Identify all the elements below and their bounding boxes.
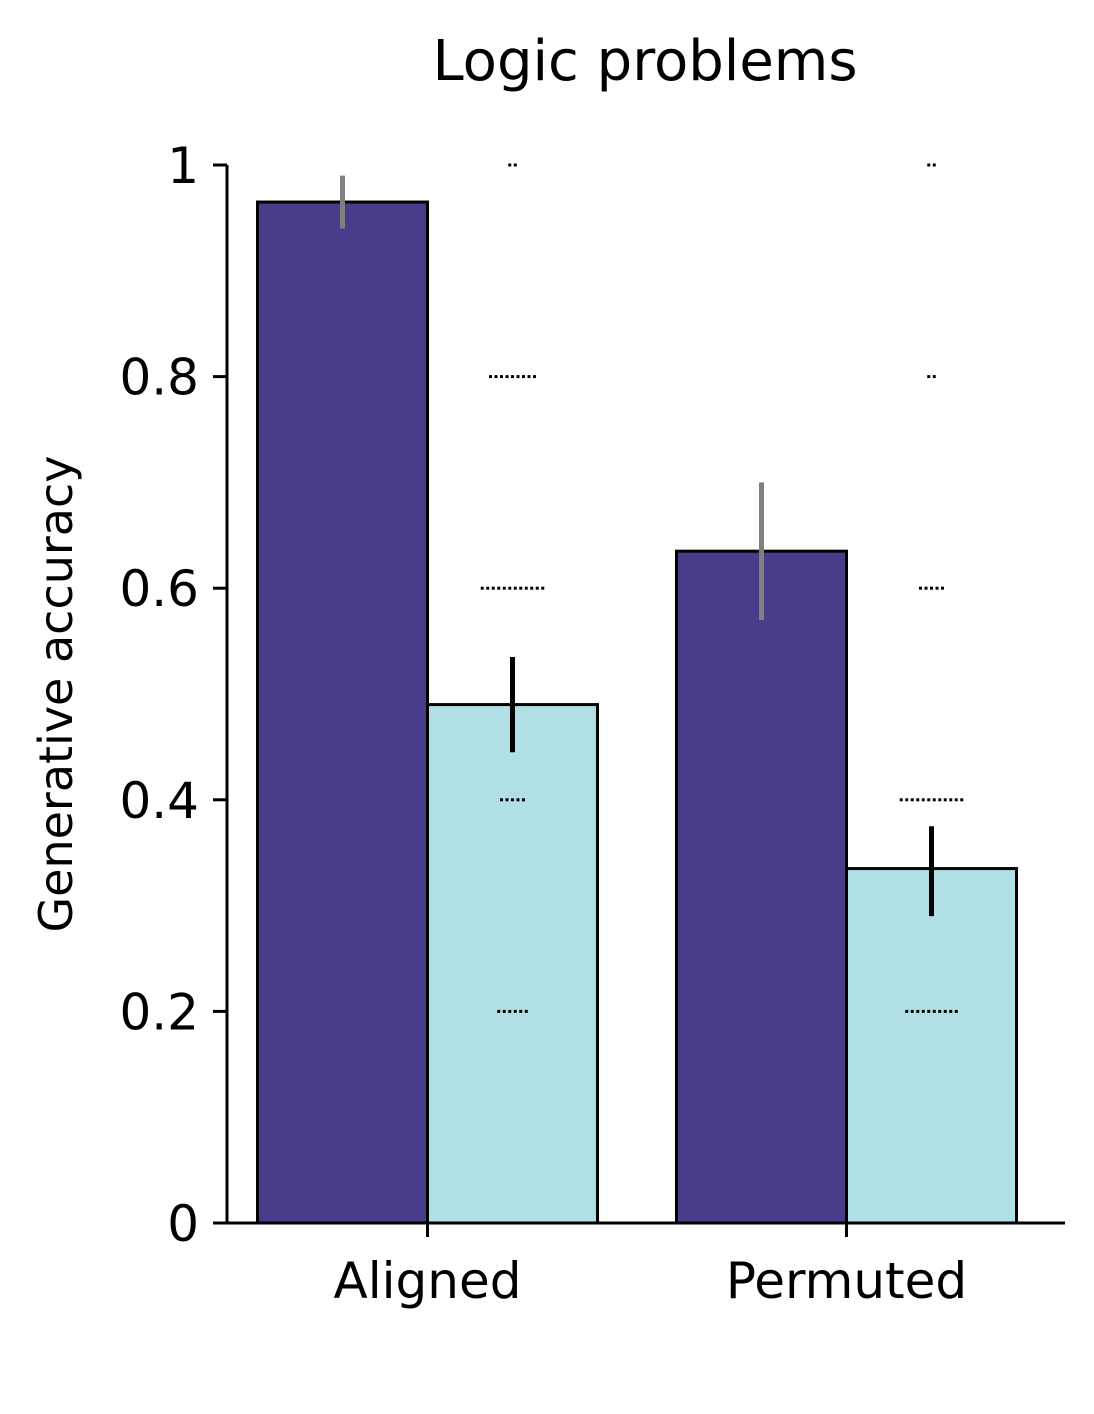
data-point-aligned xyxy=(513,163,517,167)
data-point-aligned xyxy=(508,586,512,590)
data-point-aligned xyxy=(524,1009,528,1013)
y-tick-label: 0.8 xyxy=(119,349,199,407)
data-point-permuted xyxy=(910,1009,914,1013)
data-point-aligned xyxy=(491,586,495,590)
data-point-permuted xyxy=(927,375,931,379)
data-point-aligned xyxy=(511,375,514,379)
data-point-aligned xyxy=(522,798,525,802)
data-point-aligned xyxy=(497,586,501,590)
data-point-aligned xyxy=(511,798,514,802)
data-point-permuted xyxy=(932,163,936,167)
data-point-permuted xyxy=(927,798,931,802)
data-point-permuted xyxy=(960,798,964,802)
data-point-permuted xyxy=(954,798,958,802)
bar-aligned-series-1 xyxy=(256,200,429,1225)
data-point-permuted xyxy=(905,798,909,802)
data-point-aligned xyxy=(519,1009,523,1013)
data-point-permuted xyxy=(921,1009,925,1013)
data-point-permuted xyxy=(949,798,953,802)
data-point-permuted xyxy=(954,1009,958,1013)
data-point-aligned xyxy=(508,163,512,167)
data-point-permuted xyxy=(924,586,928,590)
y-tick-label: 0.2 xyxy=(119,983,199,1041)
data-point-permuted xyxy=(916,1009,920,1013)
data-point-permuted xyxy=(905,1009,909,1013)
data-point-permuted xyxy=(899,798,903,802)
data-point-aligned xyxy=(505,375,509,379)
data-point-aligned xyxy=(513,586,517,590)
data-point-aligned xyxy=(500,798,503,802)
data-point-aligned xyxy=(516,798,520,802)
data-point-aligned xyxy=(527,375,531,379)
data-point-aligned xyxy=(524,586,528,590)
data-point-permuted xyxy=(943,798,947,802)
data-point-aligned xyxy=(502,586,506,590)
data-point-aligned xyxy=(505,798,509,802)
y-tick-label: 0.6 xyxy=(119,560,199,618)
data-point-permuted xyxy=(932,1009,936,1013)
data-point-permuted xyxy=(941,586,944,590)
data-point-permuted xyxy=(910,798,914,802)
data-point-permuted xyxy=(916,798,920,802)
data-point-aligned xyxy=(530,586,534,590)
data-point-permuted xyxy=(927,1009,931,1013)
x-tick-label-aligned: Aligned xyxy=(334,1252,522,1310)
bar-permuted-series-2 xyxy=(845,867,1018,1225)
data-point-permuted xyxy=(927,163,931,167)
data-point-permuted xyxy=(949,1009,953,1013)
data-point-aligned xyxy=(535,586,539,590)
data-point-aligned xyxy=(533,375,536,379)
data-point-aligned xyxy=(486,586,490,590)
data-point-aligned xyxy=(516,375,520,379)
bar-permuted-series-1 xyxy=(675,549,848,1225)
y-tick-label: 1 xyxy=(167,137,199,195)
data-point-aligned xyxy=(480,586,484,590)
data-point-aligned xyxy=(541,586,545,590)
data-point-aligned xyxy=(500,375,503,379)
data-point-permuted xyxy=(943,1009,947,1013)
data-point-aligned xyxy=(489,375,492,379)
data-point-aligned xyxy=(513,1009,517,1013)
data-point-aligned xyxy=(502,1009,506,1013)
plot-area: 0 0.2 0.4 0.6 0.8 1 Aligned Permuted xyxy=(119,137,1065,1310)
data-point-permuted xyxy=(938,798,942,802)
x-tick-label-permuted: Permuted xyxy=(726,1252,967,1310)
y-tick-label: 0.4 xyxy=(119,772,199,830)
data-point-aligned xyxy=(494,375,498,379)
data-point-aligned xyxy=(519,586,523,590)
data-point-permuted xyxy=(935,586,939,590)
data-point-aligned xyxy=(522,375,525,379)
data-point-aligned xyxy=(508,1009,512,1013)
y-axis-label: Generative accuracy xyxy=(29,455,83,932)
data-point-permuted xyxy=(921,798,925,802)
data-point-permuted xyxy=(919,586,922,590)
y-tick-label: 0 xyxy=(167,1195,199,1253)
data-point-permuted xyxy=(930,586,933,590)
data-point-permuted xyxy=(932,375,936,379)
data-point-permuted xyxy=(932,798,936,802)
chart-title: Logic problems xyxy=(432,29,857,94)
data-point-permuted xyxy=(938,1009,942,1013)
data-point-aligned xyxy=(497,1009,501,1013)
bar-aligned-series-2 xyxy=(426,703,599,1225)
